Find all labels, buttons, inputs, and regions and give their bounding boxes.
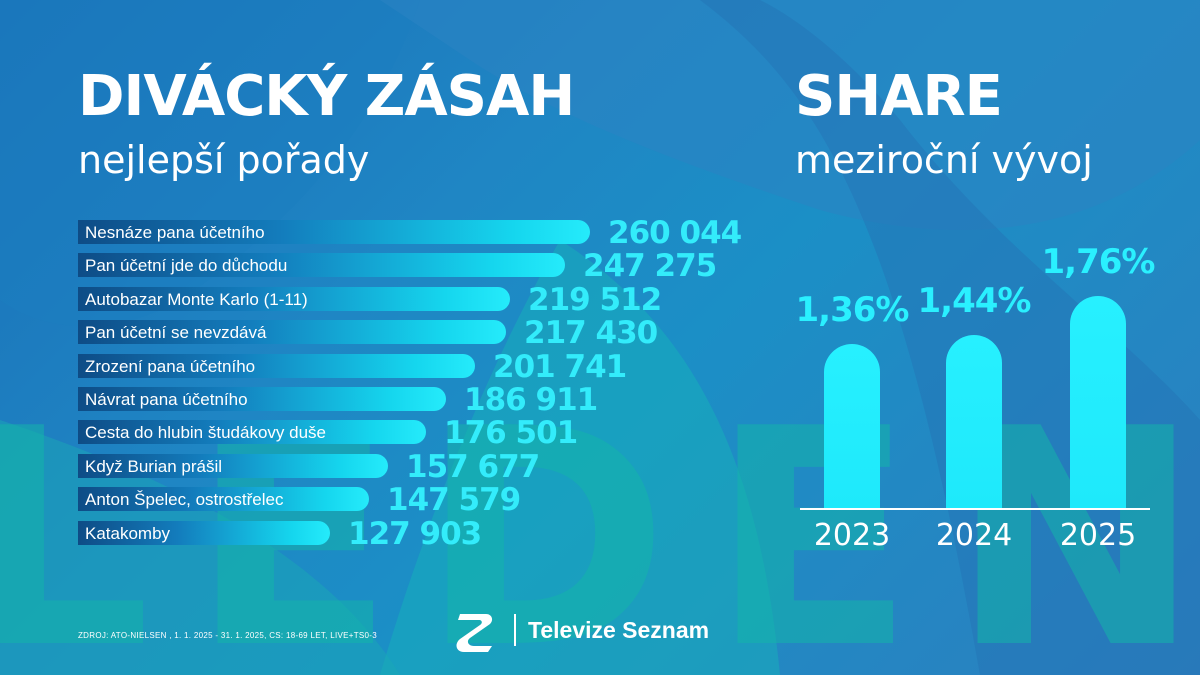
share-column (1070, 296, 1126, 508)
reach-bar (78, 320, 506, 344)
reach-bar-label: Katakomby (85, 524, 171, 543)
reach-bar (78, 287, 510, 311)
watermark-letter: E (710, 380, 915, 675)
share-year-label: 2025 (1059, 518, 1137, 553)
headline-share: SHARE (795, 64, 1003, 129)
reach-bar-label: Anton Špelec, ostrostřelec (85, 490, 284, 509)
reach-bar (78, 387, 446, 411)
logo-divider (514, 614, 516, 646)
share-column (946, 335, 1002, 508)
headline-divacky-zasah: DIVÁCKÝ ZÁSAH (78, 64, 575, 129)
reach-row: Zrození pana účetního 201 741 (78, 349, 778, 385)
reach-bar (78, 354, 475, 378)
reach-bar (78, 521, 330, 545)
share-value-label: 1,36% (795, 290, 910, 330)
share-year-label: 2024 (935, 518, 1013, 553)
reach-bar (78, 487, 369, 511)
watermark-letter: D (420, 380, 670, 675)
reach-row: Návrat pana účetního 186 911 (78, 382, 778, 418)
reach-bar-chart: Nesnáze pana účetního 260 044 Pan účetní j… (78, 215, 778, 552)
reach-bar-value: 219 512 (528, 282, 662, 318)
reach-row: Anton Špelec, ostrostřelec 147 579 (78, 482, 778, 518)
seznam-s-logo-icon (456, 614, 493, 652)
reach-bar-value: 217 430 (524, 315, 658, 351)
reach-row: Autobazar Monte Karlo (1-11) 219 512 (78, 282, 778, 318)
reach-bar-label: Pan účetní se nevzdává (85, 323, 267, 342)
reach-bar-value: 176 501 (444, 415, 578, 451)
reach-bar (78, 220, 590, 244)
reach-bar (78, 420, 426, 444)
reach-bar-label: Nesnáze pana účetního (85, 223, 265, 242)
reach-bar-value: 147 579 (387, 482, 521, 518)
reach-bar-label: Cesta do hlubin študákovy duše (85, 423, 326, 442)
reach-bar-value: 260 044 (608, 215, 742, 251)
reach-row: Nesnáze pana účetního 260 044 (78, 215, 778, 251)
reach-bar-label: Zrození pana účetního (85, 357, 256, 376)
reach-bar-label: Návrat pana účetního (85, 390, 248, 409)
reach-row: Když Burian prášil 157 677 (78, 449, 778, 485)
reach-bar-value: 127 903 (348, 516, 482, 552)
reach-row: Katakomby 127 903 (78, 516, 778, 552)
reach-bar-value: 201 741 (493, 349, 627, 385)
reach-bar-label: Autobazar Monte Karlo (1-11) (85, 290, 308, 309)
reach-bar-label: Pan účetní jde do důchodu (85, 256, 288, 275)
reach-bar-label: Když Burian prášil (85, 457, 223, 476)
share-column (824, 344, 880, 508)
reach-row: Pan účetní se nevzdává 217 430 (78, 315, 778, 351)
subhead-mezirocni-vyvoj: meziroční vývoj (795, 138, 1093, 182)
subhead-nejlepsi-porady: nejlepší pořady (78, 138, 370, 182)
reach-row: Pan účetní jde do důchodu 247 275 (78, 248, 778, 284)
source-note: ZDROJ: ATO-NIELSEN , 1. 1. 2025 - 31. 1.… (78, 631, 377, 640)
reach-bar-value: 157 677 (406, 449, 540, 485)
share-column-chart: 1,36% 2023 1,44% 2024 1,76% 2025 (796, 240, 1156, 560)
reach-row: Cesta do hlubin študákovy duše 176 501 (78, 415, 778, 451)
share-baseline (800, 508, 1150, 510)
reach-bar (78, 253, 565, 277)
share-year-label: 2023 (813, 518, 891, 553)
brand-name: Televize Seznam (528, 617, 710, 643)
reach-bar (78, 454, 388, 478)
share-value-label: 1,76% (1041, 242, 1156, 282)
share-value-label: 1,44% (917, 281, 1032, 321)
reach-bar-value: 186 911 (464, 382, 598, 418)
reach-bar-value: 247 275 (583, 248, 717, 284)
